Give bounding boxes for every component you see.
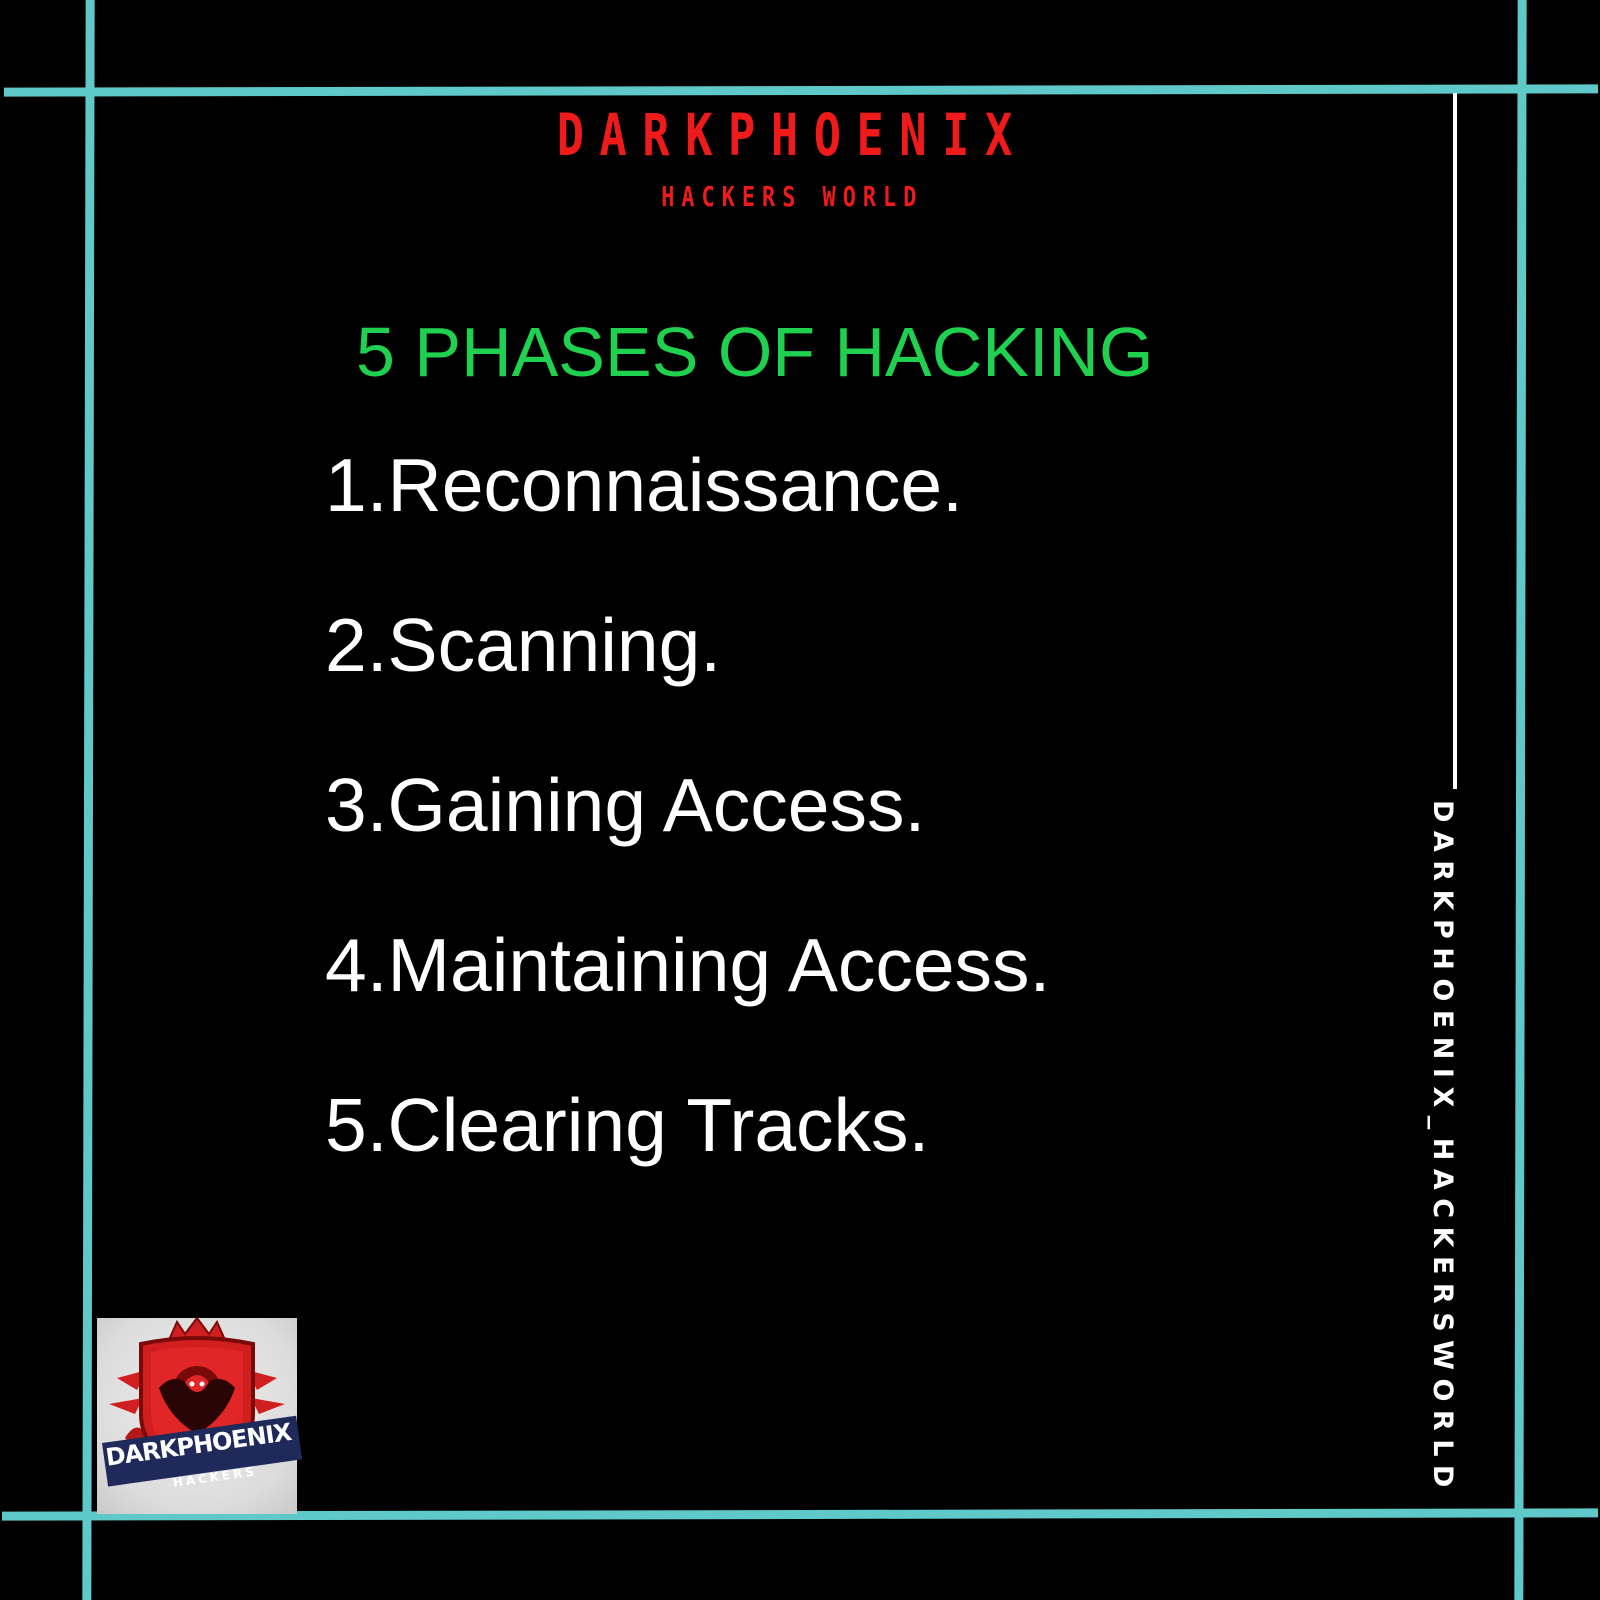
- brand-title: DARKPHOENIX: [556, 101, 1028, 169]
- social-handle: DARKPHOENIX_HACKERSWORLD: [1427, 800, 1458, 1496]
- frame-line-right: [1514, 0, 1527, 1600]
- phase-item: 1.Reconnaissance.: [325, 443, 963, 527]
- frame-line-top: [3, 84, 1599, 97]
- phases-list: 1.Reconnaissance. 2.Scanning. 3.Gaining …: [325, 440, 1050, 1240]
- page-title: 5 PHASES OF HACKING: [356, 313, 1154, 391]
- phase-item: 5.Clearing Tracks.: [325, 1083, 930, 1167]
- phase-item: 2.Scanning.: [325, 603, 722, 687]
- phase-item: 4.Maintaining Access.: [325, 923, 1051, 1007]
- frame-line-left: [82, 0, 95, 1600]
- phase-item: 3.Gaining Access.: [325, 763, 926, 847]
- brand-subtitle: HACKERS WORLD: [661, 180, 924, 213]
- vertical-divider: [1453, 93, 1457, 789]
